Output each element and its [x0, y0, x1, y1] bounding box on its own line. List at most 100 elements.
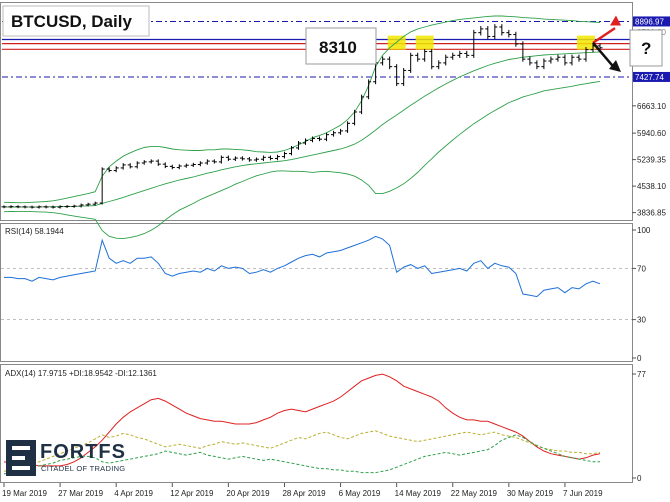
ohlc-bar	[394, 64, 400, 87]
rsi-line	[4, 235, 601, 298]
ohlc-bar	[197, 161, 203, 167]
rsi-series	[1, 235, 632, 321]
ohlc-bar	[113, 166, 119, 173]
ohlc-bar	[50, 205, 56, 209]
ohlc-bar	[415, 52, 421, 62]
ohlc-bar	[218, 155, 224, 164]
logo-subtitle: CITADEL OF TRADING	[41, 464, 125, 473]
ohlc-bar	[120, 163, 126, 170]
ohlc-bar	[190, 162, 196, 167]
axes: 8896.97 7427.74 6663.10 5940.60 5239.35 4538.…	[2, 16, 670, 498]
ohlc-bar	[1, 205, 7, 209]
ohlc-bar	[155, 159, 161, 166]
rsi-tick-label: 70	[637, 264, 646, 273]
price-tag-bg	[633, 71, 670, 82]
ohlc-bar	[562, 54, 568, 66]
time-tick-label: 12 Apr 2019	[170, 489, 214, 498]
ohlc-bar	[253, 157, 259, 162]
minus-di-line	[3, 434, 600, 475]
up-arrow-icon	[609, 15, 621, 26]
ohlc-bar	[576, 54, 582, 62]
ohlc-bar	[443, 54, 449, 66]
ohlc-bar	[29, 205, 35, 209]
bollinger-upper-line	[3, 15, 601, 204]
ohlc-bar	[331, 130, 337, 137]
ohlc-bar	[169, 164, 175, 170]
time-tick-label: 4 Apr 2019	[114, 489, 153, 498]
price-panel	[0, 2, 633, 221]
rsi-tick-label: 100	[637, 226, 651, 235]
price-tag-bg	[633, 16, 670, 27]
down-arrow-icon	[608, 59, 621, 72]
ohlc-bar	[183, 163, 189, 168]
ohlc-bar	[303, 138, 309, 145]
ohlc-bar	[345, 121, 351, 133]
ohlc-bar	[92, 201, 98, 206]
ohlc-bar	[127, 163, 133, 169]
ohlc-bar	[499, 24, 505, 36]
ohlc-bar	[310, 136, 316, 143]
up-arrow-shaft	[592, 27, 616, 44]
bollinger-middle-line	[4, 51, 601, 208]
ohlc-bar	[232, 156, 238, 161]
adx-line	[3, 373, 601, 467]
ohlc-bar	[85, 202, 91, 207]
adx-panel	[0, 364, 633, 483]
price-tick-label: 3836.85	[637, 209, 666, 218]
ohlc-bar	[338, 128, 344, 135]
ohlc-bar	[401, 67, 407, 87]
ohlc-bar	[43, 205, 49, 209]
ohlc-bar	[64, 205, 70, 209]
ohlc-bar	[211, 159, 217, 164]
ohlc-bar	[429, 48, 435, 70]
ohlc-bar	[492, 24, 498, 40]
ohlc-bar	[36, 205, 42, 209]
ohlc-bar	[513, 31, 519, 47]
ohlc-bar	[583, 47, 589, 62]
time-tick-label: 20 Apr 2019	[226, 489, 270, 498]
ohlc-bar	[78, 203, 84, 208]
ohlc-bar	[162, 162, 168, 169]
fortfs-logo: FORTFS CITADEL OF TRADING	[6, 440, 125, 476]
ohlc-bar	[471, 29, 477, 58]
price-axis-tag: 8896.97	[635, 17, 664, 26]
ohlc-bar	[141, 160, 147, 165]
ohlc-bar	[457, 50, 463, 58]
ohlc-bar	[267, 155, 273, 161]
ohlc-bar	[359, 94, 365, 115]
ohlc-bar	[380, 56, 386, 66]
ohlc-bar	[317, 136, 323, 142]
price-tick-label: 5239.35	[637, 156, 666, 165]
adx-series	[3, 373, 601, 475]
ohlc-bar	[436, 60, 442, 70]
ohlc-bar	[450, 52, 456, 60]
ohlc-bar	[176, 164, 182, 170]
time-tick-label: 19 Mar 2019	[2, 489, 47, 498]
ohlc-bar	[555, 54, 561, 62]
ohlc-bar	[408, 52, 414, 73]
ohlc-bar	[541, 58, 547, 70]
ohlc-bar	[281, 151, 287, 159]
price-tick-label: 6663.10	[637, 102, 666, 111]
rsi-tick-label: 0	[637, 354, 642, 363]
ohlc-bar	[485, 26, 491, 40]
plus-di-line	[3, 430, 601, 472]
ohlc-bar	[366, 79, 372, 100]
ohlc-bar	[22, 205, 28, 209]
ohlc-bar	[204, 159, 210, 165]
ohlc-bar	[324, 132, 330, 142]
question-mark: ?	[641, 39, 651, 58]
ohlc-bar	[387, 56, 393, 70]
ohlc-bar	[148, 159, 154, 164]
price-axis-tag: 7427.74	[635, 73, 664, 82]
ohlc-bar	[548, 56, 554, 64]
ohlc-bar	[569, 54, 575, 66]
ohlc-bar	[239, 156, 245, 161]
ohlc-bar	[352, 109, 358, 126]
ohlc-bar	[106, 167, 112, 173]
chart-title: BTCUSD, Daily	[11, 12, 132, 31]
ohlc-bar	[99, 167, 105, 205]
ohlc-bar	[274, 154, 280, 161]
down-arrow-shaft	[592, 42, 616, 70]
ohlc-bar	[15, 205, 21, 209]
